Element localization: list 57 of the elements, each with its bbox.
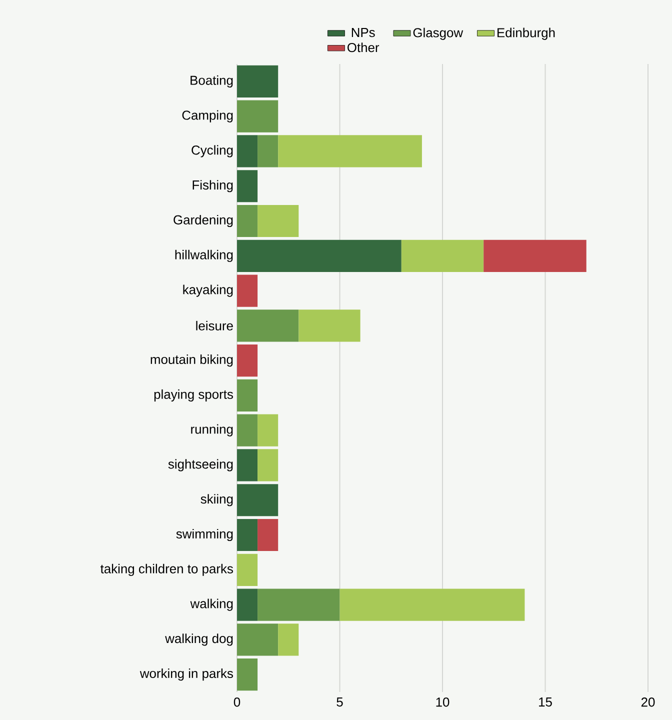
x-tick-label: 5 [336,698,343,707]
bar [237,379,258,412]
y-tick-label: skiing [200,494,233,506]
y-tick-label: kayaking [183,284,233,297]
bar [237,658,258,691]
bar [258,204,299,238]
bar [258,449,278,482]
y-tick-label: Camping [182,110,233,122]
bar [237,100,278,132]
bar [401,240,484,272]
bar [237,274,258,307]
legend-label: Glasgow [413,28,464,40]
bar [237,65,278,98]
y-tick-label: hillwalking [175,250,233,262]
bar [237,484,278,516]
bar [258,588,340,621]
y-tick-label: working in parks [140,668,233,681]
y-tick-label: Gardening [174,214,233,228]
y-tick-label: sightseeing [168,459,233,472]
bar [237,554,258,586]
y-tick-label: Fishing [192,180,233,192]
y-tick-label: walking [190,598,233,611]
bar [237,310,299,342]
y-tick-label: leisure [196,320,233,330]
x-tick-label: 0 [234,698,240,707]
y-tick-label: moutain biking [150,354,233,367]
bar [258,135,278,168]
bar [278,135,422,168]
bar [278,624,299,656]
y-tick-label: running [191,424,233,436]
bar [484,240,586,272]
bar [298,310,360,342]
legend-label: NPs [352,28,375,38]
bar [237,588,258,621]
bar [258,518,278,552]
bar [237,414,258,446]
legend-label: Other [348,42,380,52]
bar [237,624,278,656]
x-tick-label: 20 [641,698,655,707]
y-tick-label: taking children to parks [100,564,233,576]
bar [237,240,402,272]
y-tick-label: Cycling [192,145,233,158]
y-tick-label: Boating [190,75,233,88]
y-tick-label: playing sports [154,389,233,402]
x-tick-label: 15 [539,698,552,707]
y-tick-label: walking dog [165,634,233,646]
legend-label: Edinburgh [498,28,555,40]
bar [237,518,258,552]
bar [237,204,258,238]
x-tick-label: 10 [436,698,450,707]
bar [340,588,525,621]
y-tick-label: swimming [176,528,233,542]
bar [237,344,258,377]
bar [237,449,258,482]
bar [237,170,258,202]
bar [237,135,258,168]
bar [258,414,278,446]
